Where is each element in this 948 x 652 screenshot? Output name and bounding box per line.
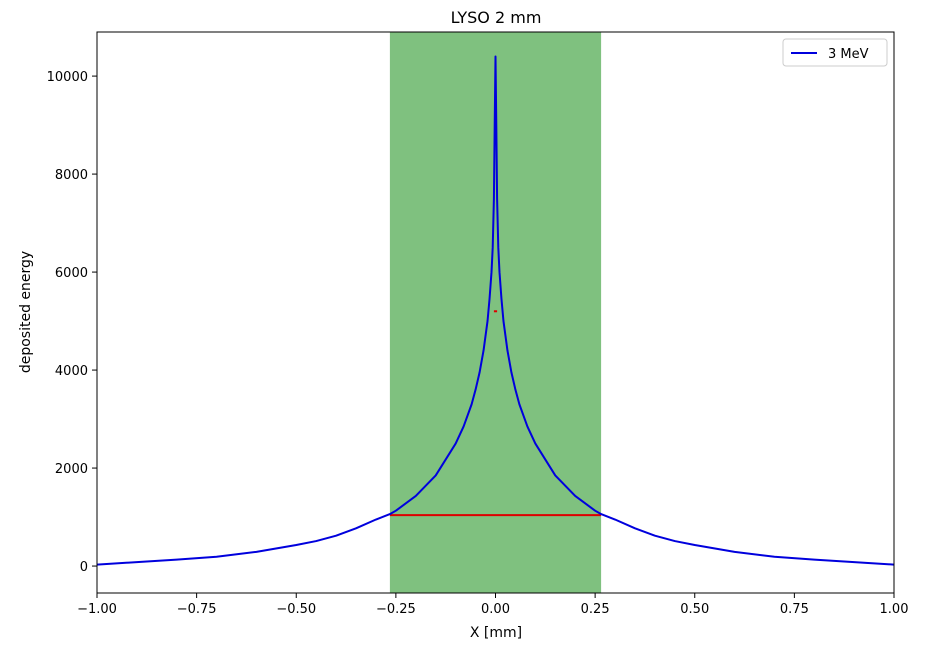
y-tick-label: 10000 — [47, 70, 88, 85]
x-tick-label: 0.50 — [680, 602, 709, 617]
chart-title: LYSO 2 mm — [451, 8, 542, 27]
y-axis-label: deposited energy — [18, 251, 34, 373]
x-tick-label: −0.25 — [376, 602, 416, 617]
axes: −1.00 −0.75 −0.50 −0.25 0.00 0.25 0.50 0.75 1.00… — [47, 31, 909, 617]
y-tick-label: 6000 — [55, 266, 88, 281]
y-tick-label: 0 — [80, 560, 88, 575]
x-tick-label: 0.25 — [581, 602, 610, 617]
series-line-1 — [96, 55, 895, 566]
legend-label: 3 MeV — [828, 47, 869, 62]
plot-area — [96, 32, 895, 593]
y-tick-label: 8000 — [55, 168, 88, 183]
x-tick-label: −0.75 — [177, 602, 217, 617]
x-tick-label: −1.00 — [77, 602, 117, 617]
y-tick-label: 2000 — [55, 462, 88, 477]
legend: 3 MeV — [782, 38, 888, 67]
x-tick-label: −0.50 — [276, 602, 316, 617]
x-tick-label: 0.00 — [481, 602, 510, 617]
y-tick-label: 4000 — [55, 364, 88, 379]
x-axis-label: X [mm] — [470, 625, 522, 641]
x-tick-label: 0.75 — [780, 602, 809, 617]
x-tick-label: 1.00 — [880, 602, 909, 617]
legend-box — [782, 38, 888, 67]
